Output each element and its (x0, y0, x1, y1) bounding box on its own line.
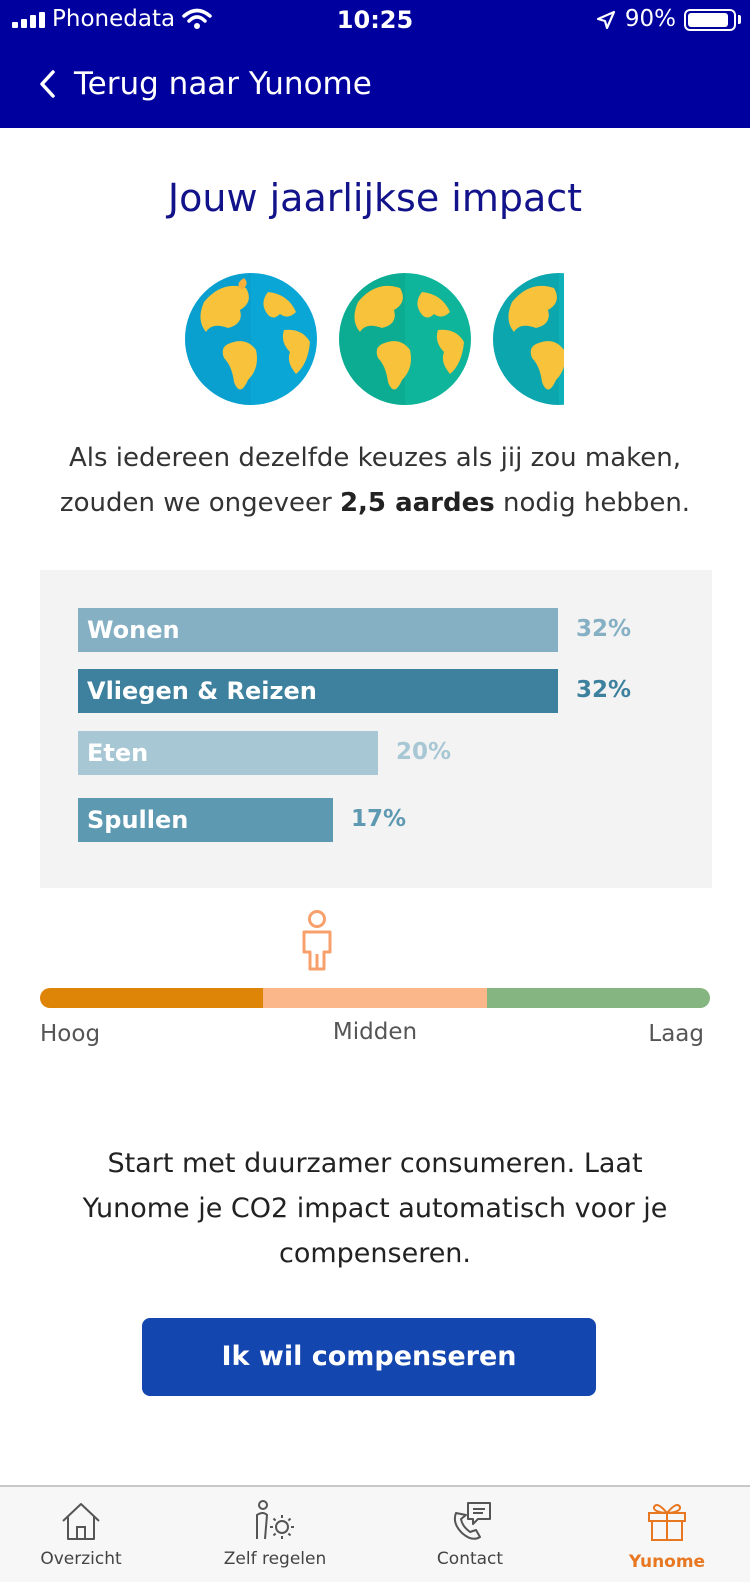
chart-bar-value: 20% (396, 739, 452, 765)
impact-text-prefix: Als iedereen dezelfde keuzes als jij zou… (59, 443, 682, 518)
phone-chat-icon (453, 1502, 491, 1540)
person-icon (302, 910, 332, 971)
gift-icon (648, 1504, 686, 1541)
compensate-button[interactable]: Ik wil compenseren (142, 1318, 596, 1396)
tab-label-zelf-regelen: Zelf regelen (223, 1549, 327, 1569)
earth-icon (185, 273, 317, 405)
impact-text-suffix: nodig hebben. (494, 488, 691, 518)
tab-label-overzicht: Overzicht (40, 1549, 122, 1569)
impact-description: Als iedereen dezelfde keuzes als jij zou… (20, 436, 730, 526)
scale-label-hoog: Hoog (40, 1021, 101, 1047)
tab-zelf-regelen[interactable]: Zelf regelen (181, 1487, 369, 1582)
house-icon (62, 1503, 100, 1540)
back-button[interactable]: Terug naar Yunome (38, 62, 372, 106)
scale-segment-laag (486, 988, 710, 1008)
earth-icon (493, 273, 564, 405)
chart-bar-value: 32% (576, 677, 632, 703)
category-bar-chart: Wonen 32% Vliegen & Reizen 32% Eten 20% Spulle… (40, 570, 712, 888)
earth-count: 2,5 aardes (339, 488, 495, 518)
scale-label-midden: Midden (332, 1019, 418, 1045)
chart-bar: Eten (78, 731, 378, 775)
signal-icon (12, 12, 45, 28)
chart-bar: Wonen (78, 608, 558, 652)
page-title: Jouw jaarlijkse impact (167, 176, 583, 220)
carrier-name: Phonedata (52, 6, 176, 32)
person-gear-icon (256, 1500, 294, 1540)
back-label: Terug naar Yunome (74, 66, 372, 102)
impact-scale-bar (40, 988, 710, 1008)
chart-bar-value: 17% (351, 806, 407, 832)
chart-bar: Spullen (78, 798, 333, 842)
chevron-left-icon (40, 70, 55, 98)
location-arrow-icon (596, 10, 616, 30)
battery-icon (684, 9, 736, 31)
navigation-bar: Terug naar Yunome (0, 40, 750, 128)
scale-label-laag: Laag (648, 1021, 704, 1047)
chart-bar: Vliegen & Reizen (78, 669, 558, 713)
tab-overzicht[interactable]: Overzicht (0, 1487, 175, 1582)
tab-contact[interactable]: Contact (376, 1487, 564, 1582)
earth-icon (339, 273, 471, 405)
tab-bar: Overzicht Zelf regelen Contact Yunome (0, 1485, 750, 1582)
scale-segment-midden (263, 988, 487, 1008)
battery-percentage: 90% (624, 6, 676, 32)
tab-label-contact: Contact (436, 1549, 504, 1569)
status-bar: Phonedata 10:25 90% (0, 0, 750, 40)
tab-yunome[interactable]: Yunome (573, 1487, 750, 1582)
tab-label-yunome: Yunome (628, 1552, 706, 1572)
earth-illustration (184, 272, 564, 410)
chart-bar-value: 32% (576, 616, 632, 642)
battery-nub (738, 15, 741, 24)
scale-segment-hoog (40, 988, 264, 1008)
clock: 10:25 (336, 6, 414, 34)
wifi-icon (182, 8, 212, 29)
cta-description: Start met duurzamer consumeren. Laat Yun… (82, 1148, 668, 1269)
